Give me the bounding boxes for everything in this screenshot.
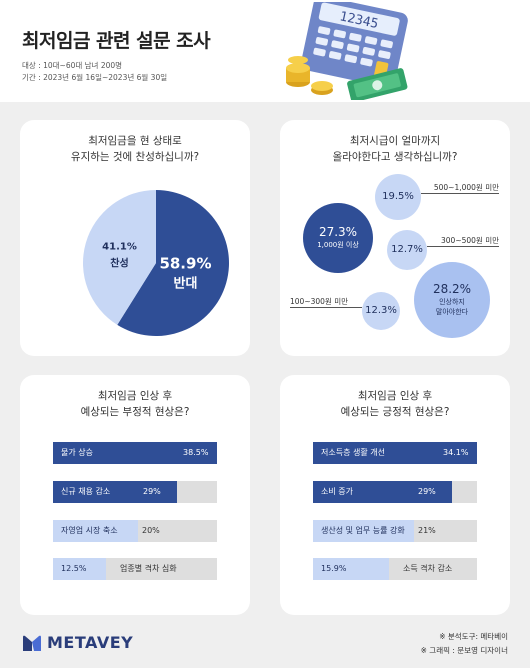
negative-bar-value: 20% <box>142 526 160 535</box>
pie-slice-oppose <box>117 190 230 336</box>
positive-bar-row: 소득 격차 감소 15.9% <box>313 558 477 580</box>
positive-bar-label: 저소득층 생활 개선 <box>321 448 385 457</box>
pie-chart: 58.9% 반대 41.1% 찬성 <box>83 190 230 336</box>
positive-question-line-1: 최저임금 인상 후 <box>357 390 433 402</box>
positive-bar-row: 생산성 및 업무 능률 강화 21% <box>313 520 477 542</box>
calculator-money-illustration: 12345 <box>286 2 408 100</box>
bubble-2: 19.5% <box>375 174 421 220</box>
negative-bar-fill <box>53 520 138 542</box>
bubble-question-line-1: 최저시급이 얼마까지 <box>349 135 441 147</box>
positive-bar-value: 21% <box>418 526 436 535</box>
bubble-value: 12.3% <box>365 305 397 316</box>
metavey-logo: METAVEY <box>22 633 133 652</box>
positive-bar-fill <box>313 520 414 542</box>
positive-bar-value: 29% <box>418 487 436 496</box>
positive-effects-card: 최저임금 인상 후 예상되는 긍정적 현상은? 저소득층 생활 개선 34.1% 소… <box>280 375 510 615</box>
positive-bar-label: 소비 증가 <box>321 487 353 496</box>
negative-bar-label: 자영업 시장 축소 <box>61 526 118 535</box>
negative-bar-value: 29% <box>143 487 161 496</box>
bubble-3: 12.7% <box>387 230 427 270</box>
negative-bar-fill <box>53 558 106 580</box>
negative-bar-fill <box>53 481 177 503</box>
positive-bar-value: 15.9% <box>321 564 347 573</box>
negative-bar-label: 신규 채용 감소 <box>61 487 111 496</box>
positive-bar-fill <box>313 481 452 503</box>
survey-period: 기간 : 2023년 6월 16일~2023년 6월 30일 <box>22 73 168 82</box>
bubble-value: 28.2% <box>432 282 472 296</box>
negative-bar-value: 38.5% <box>183 448 209 457</box>
page-title: 최저임금 관련 설문 조사 <box>22 30 211 52</box>
positive-bar-fill <box>313 442 477 464</box>
logo-text: METAVEY <box>47 633 134 652</box>
bubble-chart-card: 최저시급이 얼마까지 올라야한다고 생각하십니까? 27.3% 1,000원 이상… <box>280 120 510 356</box>
bubble-leader-label: 500~1,000원 미만 <box>433 183 499 192</box>
positive-bar-row: 소비 증가 29% <box>313 481 477 503</box>
pie-value-label: 58.9% <box>159 254 211 272</box>
bubble-1: 27.3% 1,000원 이상 <box>303 203 373 273</box>
bubble-4: 12.3% <box>362 292 400 330</box>
negative-bar-row: 자영업 시장 축소 20% <box>53 520 217 542</box>
negative-bar-row: 업종별 격차 심화 12.5% <box>53 558 217 580</box>
graphic-designer-credit: ※ 그래픽 : 문보영 디자이너 <box>420 646 508 655</box>
pie-value-label: 41.1% <box>102 242 137 253</box>
bubble-question-line-2: 올라야한다고 생각하십니까? <box>332 151 458 163</box>
positive-question-line-2: 예상되는 긍정적 현상은? <box>340 406 450 418</box>
bubble-label: 1,000원 이상 <box>317 241 359 249</box>
negative-bar-label: 업종별 격차 심화 <box>120 564 177 573</box>
bubble-value: 12.7% <box>391 244 423 255</box>
negative-effects-card: 최저임금 인상 후 예상되는 부정적 현상은? 물가 상승 38.5% 신규 채용 … <box>20 375 250 615</box>
bubble-5: 28.2% 인상하지 말아야한다 <box>414 262 490 338</box>
pie-chart-card: 최저임금을 현 상태로 유지하는 것에 찬성하십니까? 58.9% 반대 41.1%… <box>20 120 250 356</box>
positive-bar-value: 34.1% <box>443 448 469 457</box>
bubble-leader-label: 300~500원 미만 <box>441 236 499 245</box>
bubble-value: 19.5% <box>382 191 414 202</box>
bubble-leader-label: 100~300원 미만 <box>290 297 348 306</box>
header: 최저임금 관련 설문 조사 대상 : 10대~60대 남녀 200명 기간 : … <box>0 0 530 102</box>
pie-category-label: 반대 <box>174 275 198 291</box>
bubble-question: 최저시급이 얼마까지 올라야한다고 생각하십니까? <box>280 133 510 165</box>
positive-question: 최저임금 인상 후 예상되는 긍정적 현상은? <box>280 388 510 420</box>
negative-bar-fill <box>53 442 217 464</box>
pie-slice-support <box>83 190 156 325</box>
negative-bar-value: 12.5% <box>61 564 87 573</box>
pie-question-line-1: 최저임금을 현 상태로 <box>88 135 182 147</box>
pie-category-label: 찬성 <box>110 257 128 270</box>
pie-question-line-2: 유지하는 것에 찬성하십니까? <box>70 151 200 163</box>
pie-question: 최저임금을 현 상태로 유지하는 것에 찬성하십니까? <box>20 133 250 165</box>
positive-bar-label: 소득 격차 감소 <box>403 564 453 573</box>
negative-bar-row: 신규 채용 감소 29% <box>53 481 217 503</box>
negative-bar-label: 물가 상승 <box>61 448 93 457</box>
bubble-label: 인상하지 말아야한다 <box>435 298 469 316</box>
positive-bar-label: 생산성 및 업무 능률 강화 <box>321 526 405 535</box>
bubble-value: 27.3% <box>318 225 358 239</box>
positive-bar-row: 저소득층 생활 개선 34.1% <box>313 442 477 464</box>
negative-question-line-2: 예상되는 부정적 현상은? <box>80 406 190 418</box>
analysis-tool-credit: ※ 분석도구: 메타베이 <box>439 632 508 641</box>
bubble-leader-line <box>421 193 499 194</box>
bubble-leader-line <box>427 246 499 247</box>
negative-question: 최저임금 인상 후 예상되는 부정적 현상은? <box>20 388 250 420</box>
bubble-leader-line <box>290 307 362 308</box>
negative-question-line-1: 최저임금 인상 후 <box>97 390 173 402</box>
metavey-logo-icon <box>23 635 41 651</box>
negative-bar-row: 물가 상승 38.5% <box>53 442 217 464</box>
positive-bar-fill <box>313 558 389 580</box>
survey-target: 대상 : 10대~60대 남녀 200명 <box>22 61 123 70</box>
